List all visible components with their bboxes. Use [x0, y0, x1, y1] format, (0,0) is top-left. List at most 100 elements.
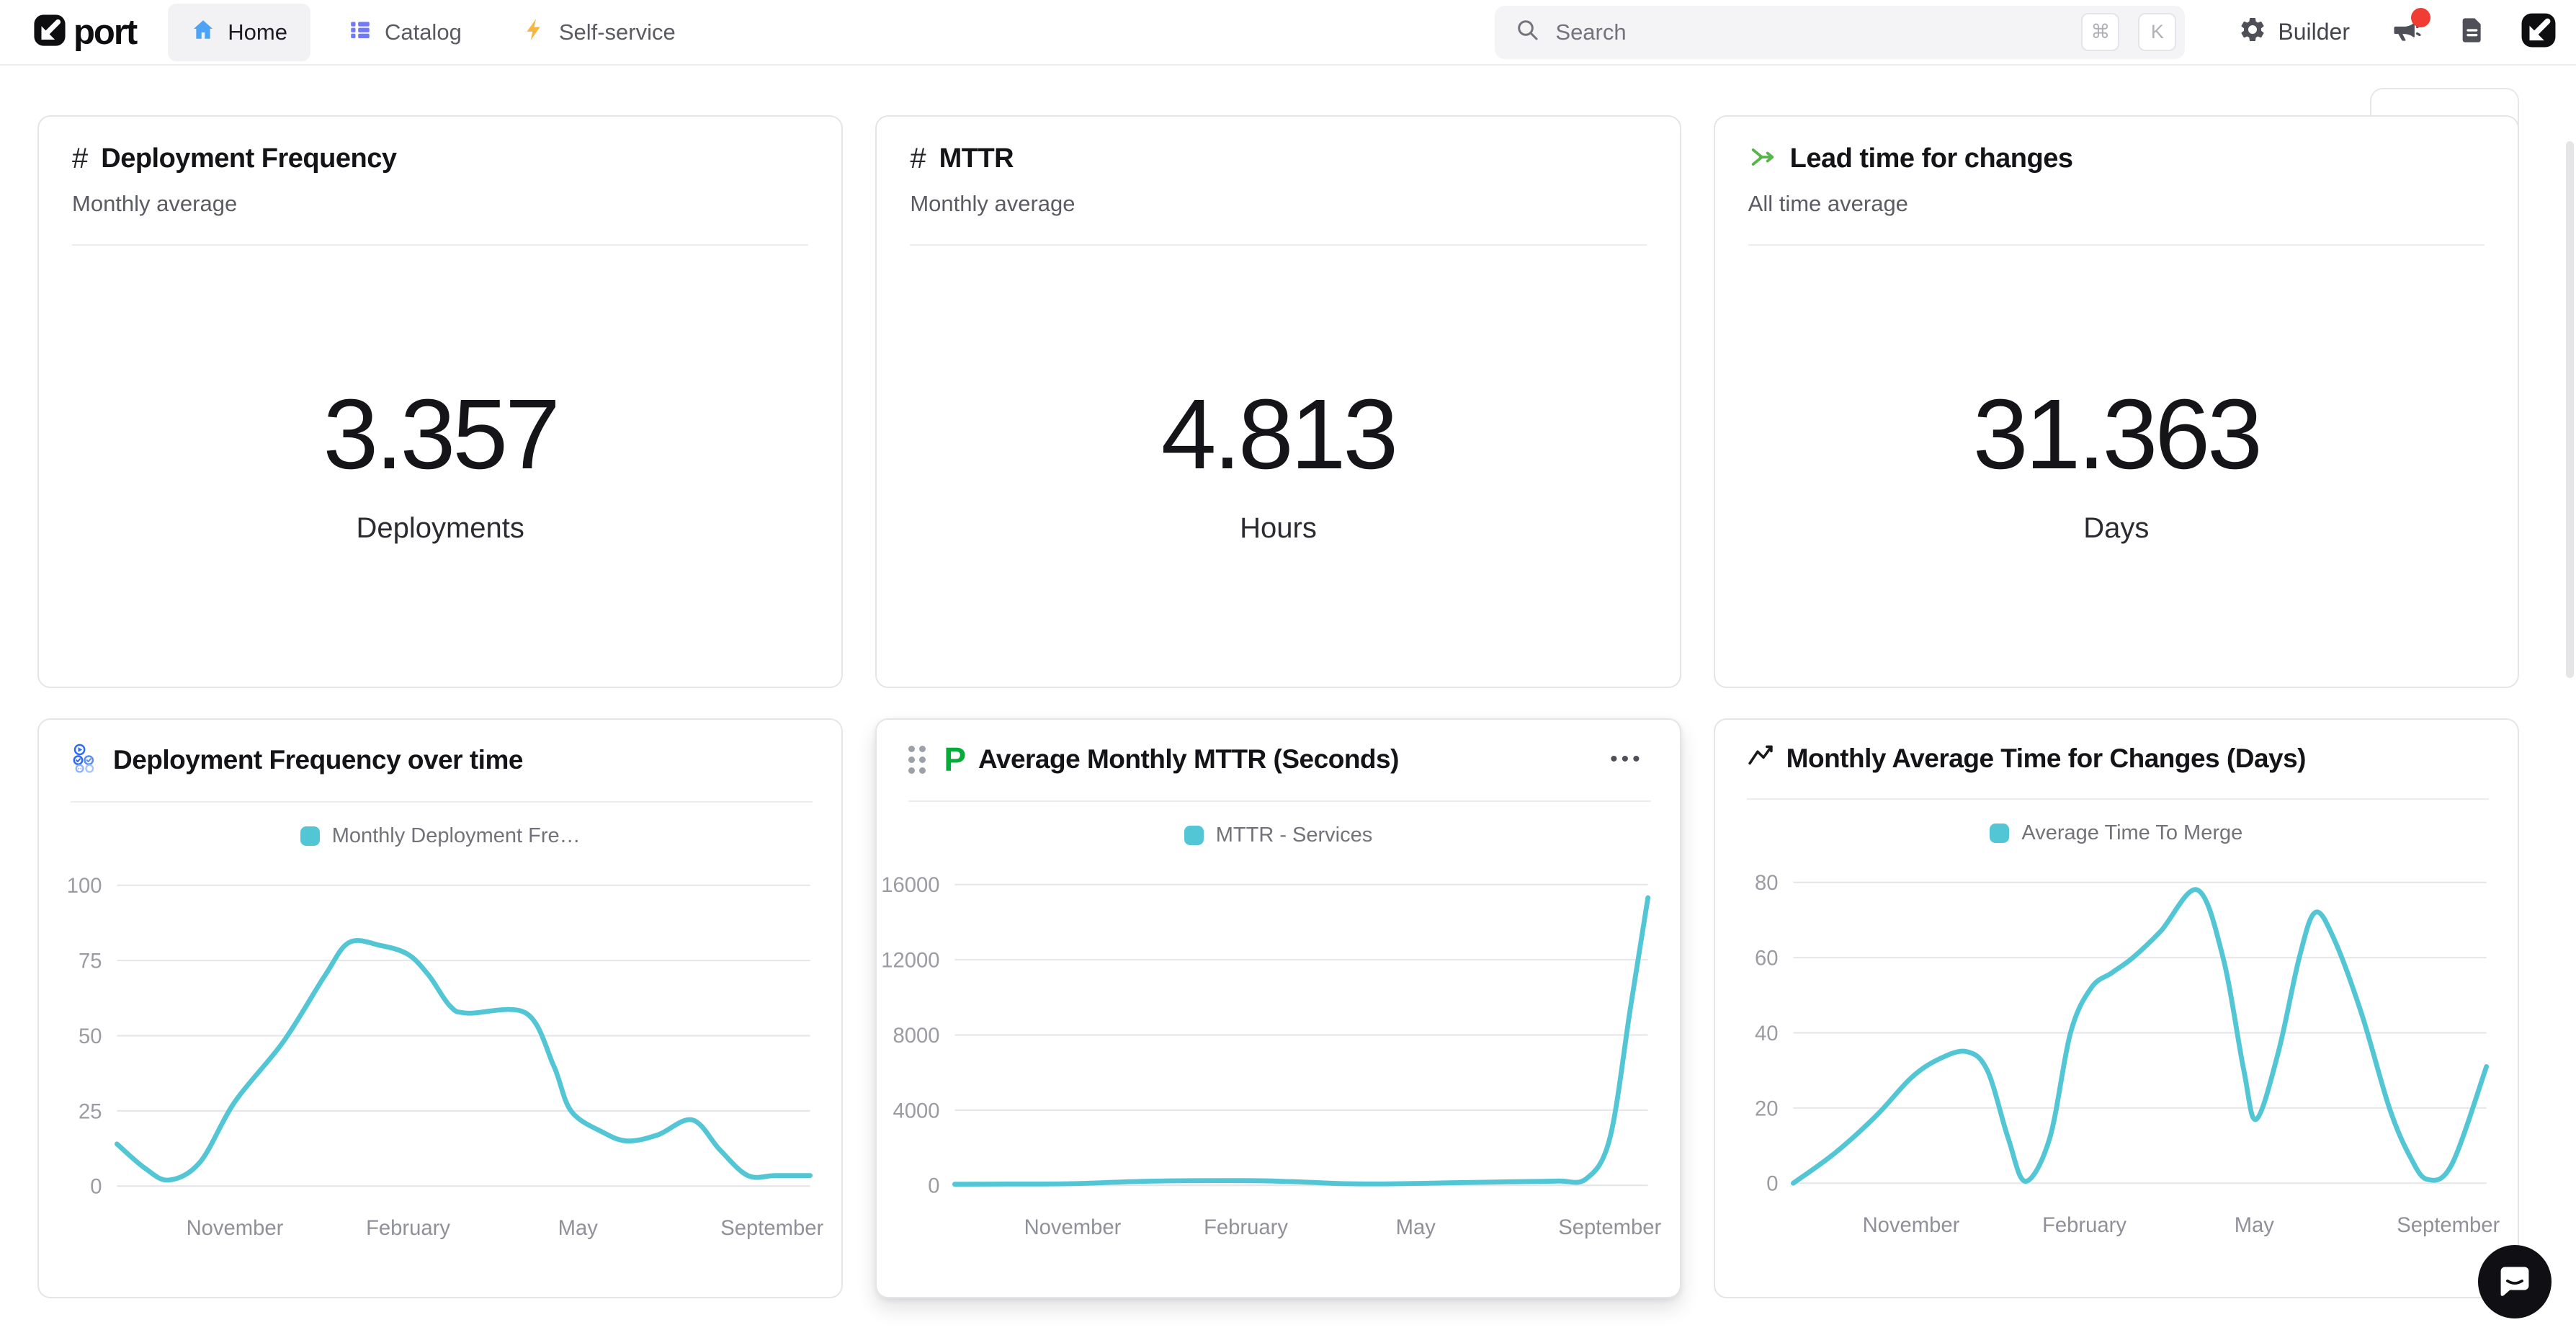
metric-card-lead-time: Lead time for changes All time average 3…: [1713, 115, 2519, 688]
svg-text:September: September: [2397, 1214, 2500, 1237]
tab-home[interactable]: Home: [168, 3, 310, 61]
metric-title: Deployment Frequency: [101, 143, 397, 174]
gear-icon: [2238, 15, 2267, 50]
chat-bubble-icon: [2495, 1261, 2534, 1303]
svg-text:September: September: [1559, 1216, 1662, 1239]
svg-text:25: 25: [79, 1100, 102, 1123]
divider: [908, 800, 1651, 802]
metric-title: MTTR: [939, 143, 1014, 174]
chart-title: Monthly Average Time for Changes (Days): [1786, 743, 2307, 773]
svg-text:May: May: [558, 1217, 599, 1240]
port-logo-icon: [33, 14, 66, 50]
chart-title: Deployment Frequency over time: [113, 744, 523, 775]
metric-value: 3.357: [323, 379, 560, 490]
hash-icon: #: [72, 143, 89, 174]
scrollbar-thumb[interactable]: [2566, 141, 2574, 678]
legend-label[interactable]: MTTR - Services: [1215, 824, 1373, 847]
port-mark-icon: [2521, 12, 2557, 52]
legend-swatch[interactable]: [300, 826, 320, 846]
svg-text:February: February: [366, 1217, 450, 1240]
builder-label: Builder: [2278, 19, 2350, 45]
home-icon: [191, 17, 215, 48]
svg-text:0: 0: [929, 1175, 940, 1198]
line-chart: 0 20 40 60 80 November February May September: [1715, 845, 2518, 1297]
svg-text:4000: 4000: [893, 1099, 940, 1123]
port-logo-text: port: [73, 12, 138, 52]
card-menu-button[interactable]: •••: [1610, 747, 1644, 771]
port-logo[interactable]: port: [33, 12, 138, 53]
dashboard-main: # Deployment Frequency Monthly average 3…: [0, 88, 2576, 1318]
trend-icon: [1747, 743, 1774, 774]
metric-subtitle: All time average: [1748, 191, 1908, 216]
svg-text:12000: 12000: [882, 950, 940, 973]
search-bar[interactable]: ⌘ K: [1495, 5, 2186, 59]
tab-self-service-label: Self-service: [558, 19, 676, 45]
metrics-row: # Deployment Frequency Monthly average 3…: [0, 115, 2576, 688]
tab-self-service[interactable]: Self-service: [499, 4, 699, 61]
metric-unit: Days: [2083, 512, 2150, 544]
metric-title: Lead time for changes: [1789, 143, 2073, 174]
svg-text:September: September: [720, 1217, 823, 1240]
metric-unit: Hours: [1240, 512, 1317, 544]
divider: [1746, 798, 2489, 800]
metric-subtitle: Monthly average: [72, 191, 238, 216]
k-key-badge: K: [2138, 13, 2177, 51]
chart-card-deployment-frequency-over-time: Deployment Frequency over time Monthly D…: [37, 718, 844, 1298]
svg-text:100: 100: [67, 875, 102, 898]
svg-text:May: May: [2234, 1214, 2274, 1237]
tab-catalog-label: Catalog: [384, 19, 462, 45]
svg-text:50: 50: [79, 1025, 102, 1048]
legend-swatch[interactable]: [1184, 826, 1204, 845]
svg-text:20: 20: [1755, 1097, 1779, 1120]
chart-title: Average Monthly MTTR (Seconds): [978, 744, 1399, 774]
svg-text:February: February: [1204, 1216, 1288, 1239]
divider: [1748, 244, 2485, 246]
svg-text:80: 80: [1755, 872, 1779, 895]
document-icon: [2458, 16, 2487, 48]
metric-subtitle: Monthly average: [910, 191, 1075, 216]
search-input[interactable]: [1555, 19, 2063, 45]
notification-dot: [2411, 7, 2430, 27]
svg-text:75: 75: [79, 950, 102, 973]
divider: [71, 801, 813, 803]
legend-label[interactable]: Monthly Deployment Fre…: [331, 824, 581, 847]
merge-arrow-icon: [1748, 143, 1777, 175]
chart-legend[interactable]: Average Time To Merge: [1715, 821, 2518, 845]
metric-card-mttr: # MTTR Monthly average 4.813 Hours: [875, 115, 1681, 688]
chart-card-average-monthly-mttr: P Average Monthly MTTR (Seconds) ••• MTT…: [875, 718, 1681, 1298]
metric-card-deployment-frequency: # Deployment Frequency Monthly average 3…: [37, 115, 844, 688]
pagerduty-icon: P: [944, 741, 967, 778]
port-mark-button[interactable]: [2520, 12, 2557, 52]
search-icon: [1515, 17, 1541, 47]
tab-catalog[interactable]: Catalog: [325, 4, 485, 61]
svg-text:0: 0: [90, 1176, 102, 1199]
line-chart: 0 25 50 75 100 November February May September: [39, 848, 841, 1297]
main-nav: Home Catalog Self-service: [168, 3, 699, 61]
svg-text:40: 40: [1755, 1022, 1779, 1045]
chart-card-monthly-average-time-for-changes: Monthly Average Time for Changes (Days) …: [1713, 718, 2519, 1298]
chart-legend[interactable]: Monthly Deployment Fre…: [39, 824, 841, 848]
svg-text:8000: 8000: [893, 1025, 940, 1048]
chart-legend[interactable]: MTTR - Services: [877, 824, 1679, 847]
svg-text:November: November: [1024, 1216, 1122, 1239]
builder-button[interactable]: Builder: [2238, 15, 2350, 50]
docs-button[interactable]: [2454, 14, 2491, 51]
hash-icon: #: [910, 143, 926, 174]
chat-button[interactable]: [2478, 1245, 2552, 1318]
svg-text:May: May: [1396, 1216, 1436, 1239]
metric-unit: Deployments: [356, 512, 524, 544]
divider: [910, 244, 1647, 246]
legend-swatch[interactable]: [1990, 824, 2010, 843]
svg-text:November: November: [187, 1217, 284, 1240]
svg-text:60: 60: [1755, 947, 1779, 970]
workflow-icon: [71, 743, 101, 777]
top-navbar: port Home Catalog: [0, 0, 2576, 66]
legend-label[interactable]: Average Time To Merge: [2021, 821, 2243, 844]
svg-text:November: November: [1862, 1214, 1959, 1237]
tab-home-label: Home: [228, 19, 287, 45]
divider: [72, 244, 809, 246]
svg-text:February: February: [2042, 1214, 2126, 1237]
catalog-list-icon: [348, 17, 372, 48]
drag-handle[interactable]: [908, 745, 926, 774]
announcements-button[interactable]: [2387, 7, 2430, 51]
